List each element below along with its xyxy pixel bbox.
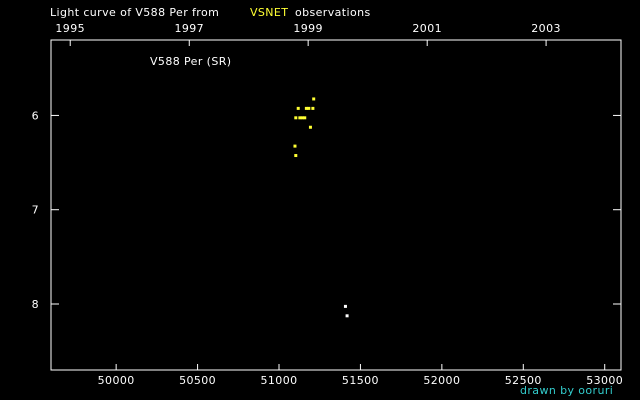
data-point [307,106,311,110]
data-point [293,144,297,148]
data-point [345,314,349,318]
data-point [294,116,298,120]
top-year-axis: 1995 1997 1999 2001 2003 [55,22,560,46]
x-axis: 50000 50500 51000 51500 52000 52500 53000 [98,364,623,387]
data-point [308,125,312,129]
year-tick-label: 1997 [174,22,204,35]
year-tick-label: 1995 [55,22,85,35]
x-tick-label: 51500 [342,374,379,387]
y-tick-label: 6 [32,109,39,122]
data-point [343,304,347,308]
y-tick-label: 7 [32,204,39,217]
plot-frame [50,39,622,371]
chart-title-prefix: Light curve of V588 Per from [50,6,219,19]
data-points [293,97,349,318]
data-point [311,106,315,110]
y-axis: 6 7 8 [32,109,621,311]
x-tick-label: 52000 [423,374,460,387]
chart-title-suffix: observations [295,6,371,19]
plot-label: V588 Per (SR) [150,55,231,68]
x-tick-label: 50000 [98,374,135,387]
x-tick-label: 53000 [586,374,623,387]
year-tick-label: 1999 [293,22,323,35]
data-point [304,106,308,110]
data-point [300,116,304,120]
data-point [294,154,298,158]
data-point [312,97,316,101]
chart-title-source: VSNET [250,6,288,19]
data-point [298,116,302,120]
x-tick-label: 51000 [261,374,298,387]
data-point [303,116,307,120]
credit-text: drawn by ooruri [520,384,613,397]
y-tick-label: 8 [32,298,39,311]
data-point [296,106,300,110]
year-tick-label: 2003 [531,22,561,35]
year-tick-label: 2001 [412,22,442,35]
x-tick-label: 52500 [505,374,542,387]
x-tick-label: 50500 [179,374,216,387]
